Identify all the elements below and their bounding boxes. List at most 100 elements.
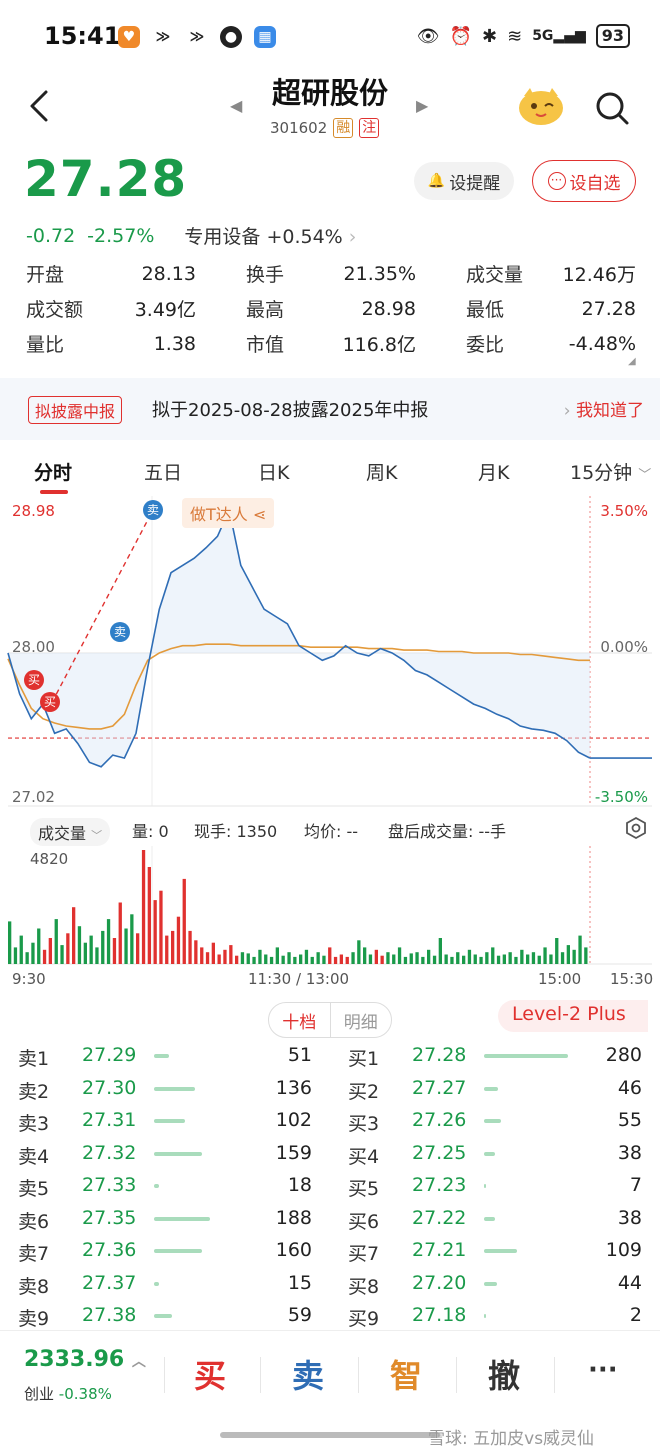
level-volume-bar (484, 1086, 498, 1091)
divider (456, 1357, 457, 1393)
tab-daily-k[interactable]: 日K (258, 462, 290, 484)
notification-icons: ♥ ≫ ≫ ● ▦ (118, 26, 276, 48)
bid-row[interactable]: 买6 27.22 38 (348, 1203, 642, 1235)
cancel-order-button[interactable]: 撤 (488, 1357, 521, 1395)
bid-row[interactable]: 买4 27.25 38 (348, 1138, 642, 1170)
level-volume-bar (154, 1281, 159, 1286)
volume-bar (462, 955, 466, 964)
level-price: 27.35 (82, 1206, 137, 1229)
report-notice[interactable]: 拟披露中报 拟于2025-08-28披露2025年中报 › 我知道了 (0, 378, 660, 440)
chevron-down-icon: ﹀ (638, 468, 652, 483)
back-icon[interactable] (22, 86, 62, 126)
ask-row[interactable]: 卖2 27.30 136 (18, 1073, 312, 1105)
tab-ten-levels[interactable]: 十档 (282, 1012, 317, 1033)
bid-row[interactable]: 买8 27.20 44 (348, 1268, 642, 1300)
level-price: 27.18 (412, 1304, 467, 1326)
volume-bar (316, 952, 320, 964)
level-label: 买7 (348, 1243, 380, 1265)
chevron-right-icon: › (348, 226, 357, 248)
sell-button[interactable]: 卖 (292, 1357, 325, 1395)
volume-bar (392, 954, 396, 964)
bid-row[interactable]: 买7 27.21 109 (348, 1235, 642, 1267)
volume-bar (403, 956, 408, 964)
max-pct-label: 3.50% (600, 502, 648, 520)
volume-bar (217, 954, 221, 964)
ask-row[interactable]: 卖1 27.29 51 (18, 1040, 312, 1072)
buy-button[interactable]: 买 (194, 1357, 227, 1395)
level2-plus-button[interactable]: Level-2 Plus (498, 1000, 648, 1032)
volume-bar (19, 935, 23, 964)
bid-row[interactable]: 买1 27.28 280 (348, 1040, 642, 1072)
tab-15min[interactable]: 15分钟 ﹀ (570, 458, 651, 485)
tab-monthly-k[interactable]: 月K (478, 462, 510, 484)
volume-bar (351, 952, 355, 964)
prev-stock-icon[interactable]: ◀ (230, 96, 243, 115)
mascot-icon[interactable] (516, 84, 566, 128)
bid-row[interactable]: 买9 27.18 2 (348, 1300, 642, 1332)
volume-bar (333, 956, 338, 964)
home-indicator[interactable] (220, 1432, 440, 1438)
tab-weekly-k[interactable]: 周K (366, 462, 398, 484)
volume-bar (171, 930, 175, 964)
min-pct-label: -3.50% (594, 788, 648, 806)
volume-bar (182, 878, 186, 964)
tab-intraday[interactable]: 分时 (34, 462, 73, 484)
add-watchlist-button[interactable]: ··· 设自选 (532, 160, 636, 202)
bottom-action-bar: 2333.96 ︿ 创业 -0.38% 买 卖 智 撤 ··· (0, 1330, 660, 1420)
stat-value: 116.8亿 (342, 334, 416, 356)
bid-row[interactable]: 买5 27.23 7 (348, 1170, 642, 1202)
wifi-icon: ≋ (507, 25, 523, 47)
next-stock-icon[interactable]: ▶ (416, 96, 429, 115)
ask-row[interactable]: 卖9 27.38 59 (18, 1300, 312, 1332)
t-trader-label: 做T达人 (190, 505, 248, 524)
volume-bar (8, 921, 12, 964)
notice-dismiss-button[interactable]: › 我知道了 (564, 396, 644, 421)
bid-row[interactable]: 买2 27.27 46 (348, 1073, 642, 1105)
index-value: 2333.96 (24, 1347, 125, 1372)
level-price: 27.32 (82, 1141, 137, 1164)
watermark: 雪球: 五加皮vs威灵仙 (428, 1429, 595, 1449)
chart-tabs: 分时 五日 日K 周K 月K 15分钟 ﹀ (0, 448, 660, 496)
bid-row[interactable]: 买3 27.26 55 (348, 1105, 642, 1137)
volume-bar (560, 952, 565, 964)
ask-row[interactable]: 卖4 27.32 159 (18, 1138, 312, 1170)
stat-amount: 成交额 3.49亿 (26, 295, 196, 322)
volume-chart[interactable]: 4820 (0, 846, 660, 968)
volume-bar (176, 916, 181, 964)
index-ticker[interactable]: 2333.96 ︿ (24, 1347, 146, 1372)
time-tick: 15:00 (538, 970, 582, 988)
volume-bar (130, 914, 134, 964)
tab-five-day[interactable]: 五日 (144, 462, 183, 484)
ask-row[interactable]: 卖3 27.31 102 (18, 1105, 312, 1137)
settings-icon[interactable] (624, 816, 648, 840)
ask-row[interactable]: 卖5 27.33 18 (18, 1170, 312, 1202)
sector-link[interactable]: 专用设备 +0.54% › (184, 222, 356, 249)
level-quantity: 2 (629, 1304, 642, 1326)
divider (554, 1357, 555, 1393)
volume-bar (380, 955, 384, 964)
tab-details[interactable]: 明细 (329, 1003, 392, 1037)
stat-turnover: 换手 21.35% (246, 260, 416, 287)
min-price-label: 27.02 (12, 788, 55, 806)
expand-icon[interactable]: ◢ (628, 356, 636, 367)
ask-row[interactable]: 卖8 27.37 15 (18, 1268, 312, 1300)
more-button[interactable]: ··· (588, 1355, 618, 1385)
volume-bar (357, 940, 361, 964)
price-change: -0.72 (26, 224, 76, 247)
level-price: 27.29 (82, 1044, 137, 1066)
intraday-chart[interactable]: 28.98 28.00 27.02 3.50% 0.00% -3.50% 做T达… (0, 496, 660, 816)
level-volume-bar (154, 1314, 172, 1318)
t-trader-badge[interactable]: 做T达人 ⋖ (182, 498, 275, 528)
eye-icon: 👁 (416, 25, 440, 47)
ask-row[interactable]: 卖7 27.36 160 (18, 1235, 312, 1267)
level-volume-bar (154, 1119, 185, 1123)
indicator-selector[interactable]: 成交量 ﹀ (30, 818, 111, 846)
set-alert-button[interactable]: 🔔 设提醒 (414, 162, 514, 200)
volume-bar (136, 933, 140, 964)
level-label: 买4 (348, 1145, 380, 1168)
volume-bar (72, 907, 76, 964)
search-icon[interactable] (592, 88, 632, 128)
smart-button[interactable]: 智 (390, 1357, 423, 1395)
ask-row[interactable]: 卖6 27.35 188 (18, 1203, 312, 1235)
volume-now: 量: 0 (132, 822, 169, 841)
